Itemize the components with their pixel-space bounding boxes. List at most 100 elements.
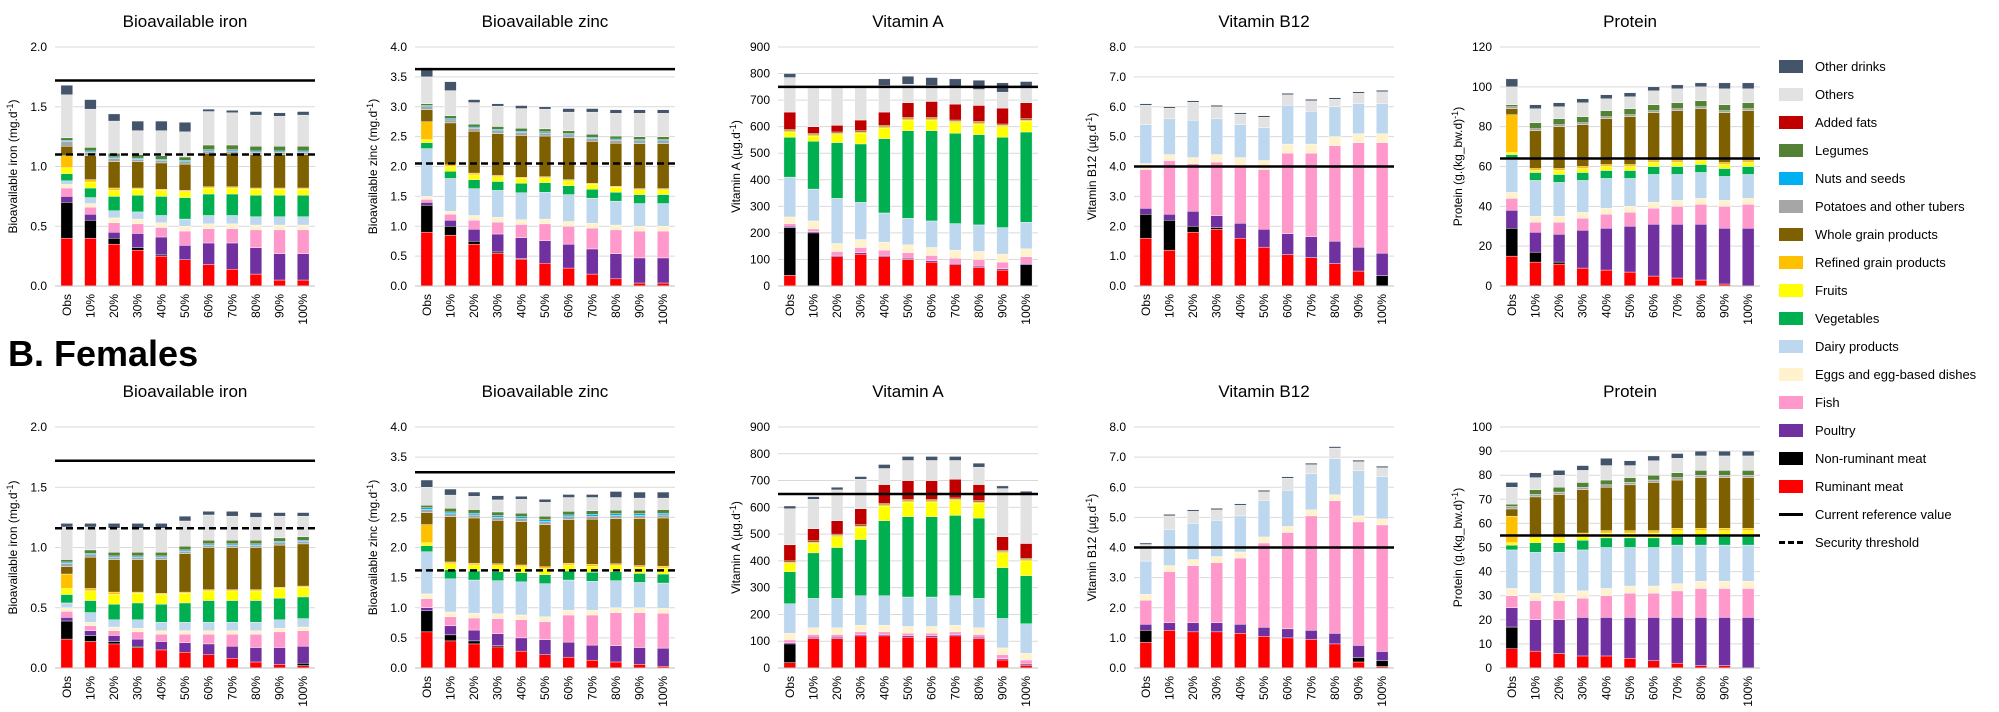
bar-segment-others xyxy=(1505,86,1518,105)
bar-segment-others xyxy=(657,497,670,510)
bar-segment-others xyxy=(84,526,97,551)
bar-segment-others xyxy=(1257,491,1271,502)
bar-segment-fruits xyxy=(226,187,239,195)
legend-item-eggs: Eggs and egg-based dishes xyxy=(1779,360,1994,388)
bar-segment-others xyxy=(1647,460,1660,476)
bar-segment-dairy xyxy=(830,198,844,244)
bar-segment-eggs xyxy=(854,239,867,248)
bar-segment-vegetables xyxy=(562,570,575,581)
bar-segment-dairy xyxy=(107,210,121,219)
chart-title: Vitamin A xyxy=(872,382,944,401)
bar-segment-refined_grain xyxy=(444,561,457,564)
bar-segment-others xyxy=(273,116,286,147)
bar-segment-eggs xyxy=(1020,248,1033,257)
bar-segment-fish xyxy=(1281,152,1294,234)
bar-segment-whole_grain xyxy=(586,518,599,565)
legend-swatch xyxy=(1779,87,1803,101)
bar-segment-fish xyxy=(1328,500,1342,634)
bar-segment-vegetables xyxy=(155,196,168,216)
bar-segment-dairy xyxy=(586,581,599,611)
bar-segment-dairy xyxy=(1139,560,1152,595)
bar-segment-others xyxy=(1186,511,1200,524)
bar-segment-dairy xyxy=(155,215,168,223)
bar-segment-ruminant xyxy=(1139,237,1152,287)
bar-segment-fish xyxy=(1328,145,1342,242)
x-tick-label: 20% xyxy=(830,676,844,700)
bar-segment-others xyxy=(807,499,820,529)
bar-segment-fish xyxy=(420,598,433,608)
x-tick-label: 70% xyxy=(225,676,239,700)
bar-segment-ruminant xyxy=(1186,631,1200,669)
bar-segment-whole_grain xyxy=(107,559,121,593)
x-tick-label: 20% xyxy=(107,294,121,318)
bar-segment-poultry xyxy=(444,625,457,636)
legend-swatch xyxy=(1779,143,1803,157)
bar-segment-other_drinks xyxy=(1305,99,1318,101)
bar-segment-dairy xyxy=(1718,176,1731,201)
bar-segment-poultry xyxy=(1647,617,1660,661)
bar-segment-fish xyxy=(1718,206,1731,229)
bar-segment-whole_grain xyxy=(1505,108,1518,115)
bar-segment-nuts_seeds xyxy=(586,514,599,517)
bar-segment-ruminant xyxy=(155,649,168,669)
bar-segment-fish xyxy=(807,634,820,638)
x-tick-label: 100% xyxy=(1019,294,1033,325)
bar-segment-legumes xyxy=(1552,118,1566,125)
bar-segment-non_ruminant xyxy=(1139,214,1152,239)
bar-segment-others xyxy=(996,488,1009,537)
bar-segment-dairy xyxy=(1647,174,1660,203)
bar-segment-non_ruminant xyxy=(107,641,121,645)
bar-segment-legumes xyxy=(84,549,97,554)
bar-segment-other_drinks xyxy=(202,511,215,516)
bar-segment-poultry xyxy=(878,634,891,637)
bar-segment-fish xyxy=(1234,166,1247,224)
legend-label: Whole grain products xyxy=(1815,226,1938,242)
bar-segment-dairy xyxy=(1020,623,1033,654)
bar-segment-poultry xyxy=(1210,215,1223,228)
bar-segment-other_drinks xyxy=(226,110,239,113)
bar-segment-fish xyxy=(609,612,623,646)
bar-segment-fruits xyxy=(84,590,97,601)
bar-segment-other_drinks xyxy=(178,122,192,133)
bar-segment-fish xyxy=(1529,222,1542,233)
bar-segment-added_fats xyxy=(854,508,867,525)
bar-segment-poultry xyxy=(1600,617,1613,657)
legend-solid-line-swatch xyxy=(1779,512,1803,516)
bar-segment-others xyxy=(1163,108,1176,119)
x-tick-label: 90% xyxy=(633,294,647,318)
bar-segment-refined_grain xyxy=(84,588,97,592)
x-tick-label: 60% xyxy=(1647,294,1661,318)
bar-segment-ruminant xyxy=(1671,277,1684,287)
bar-segment-poultry xyxy=(131,233,144,248)
bar-segment-ruminant xyxy=(107,243,121,287)
bar-segment-fish xyxy=(878,249,891,256)
bar-segment-eggs xyxy=(1163,565,1176,572)
bar-segment-other_drinks xyxy=(202,108,215,112)
bar-segment-poultry xyxy=(1552,619,1566,654)
x-tick-label: 10% xyxy=(1528,294,1542,318)
bar-segment-fish xyxy=(60,187,73,197)
x-tick-label: 20% xyxy=(1186,676,1200,700)
bar-segment-other_drinks xyxy=(783,73,796,78)
bar-segment-other_drinks xyxy=(609,491,623,498)
bar-segment-dairy xyxy=(131,619,144,629)
bar-segment-ruminant xyxy=(1352,270,1365,287)
bar-segment-ruminant xyxy=(783,275,796,287)
bar-segment-fish xyxy=(830,251,844,256)
x-tick-label: 10% xyxy=(1162,676,1176,700)
y-tick-label: 300 xyxy=(750,581,770,595)
bar-segment-whole_grain xyxy=(107,161,121,189)
bar-segment-poultry xyxy=(1257,229,1271,248)
bar-segment-potatoes xyxy=(1742,108,1755,111)
x-tick-label: 80% xyxy=(1328,676,1342,700)
bar-segment-legumes xyxy=(444,508,457,513)
bar-segment-legumes xyxy=(1529,122,1542,129)
bar-segment-others xyxy=(60,94,73,139)
bar-segment-whole_grain xyxy=(226,153,239,188)
bar-segment-vegetables xyxy=(854,143,867,203)
bar-segment-vegetables xyxy=(538,574,552,584)
bar-segment-other_drinks xyxy=(562,108,575,113)
bar-segment-legumes xyxy=(1718,470,1731,476)
bar-segment-eggs xyxy=(1694,198,1708,205)
x-tick-label: 80% xyxy=(972,676,986,700)
